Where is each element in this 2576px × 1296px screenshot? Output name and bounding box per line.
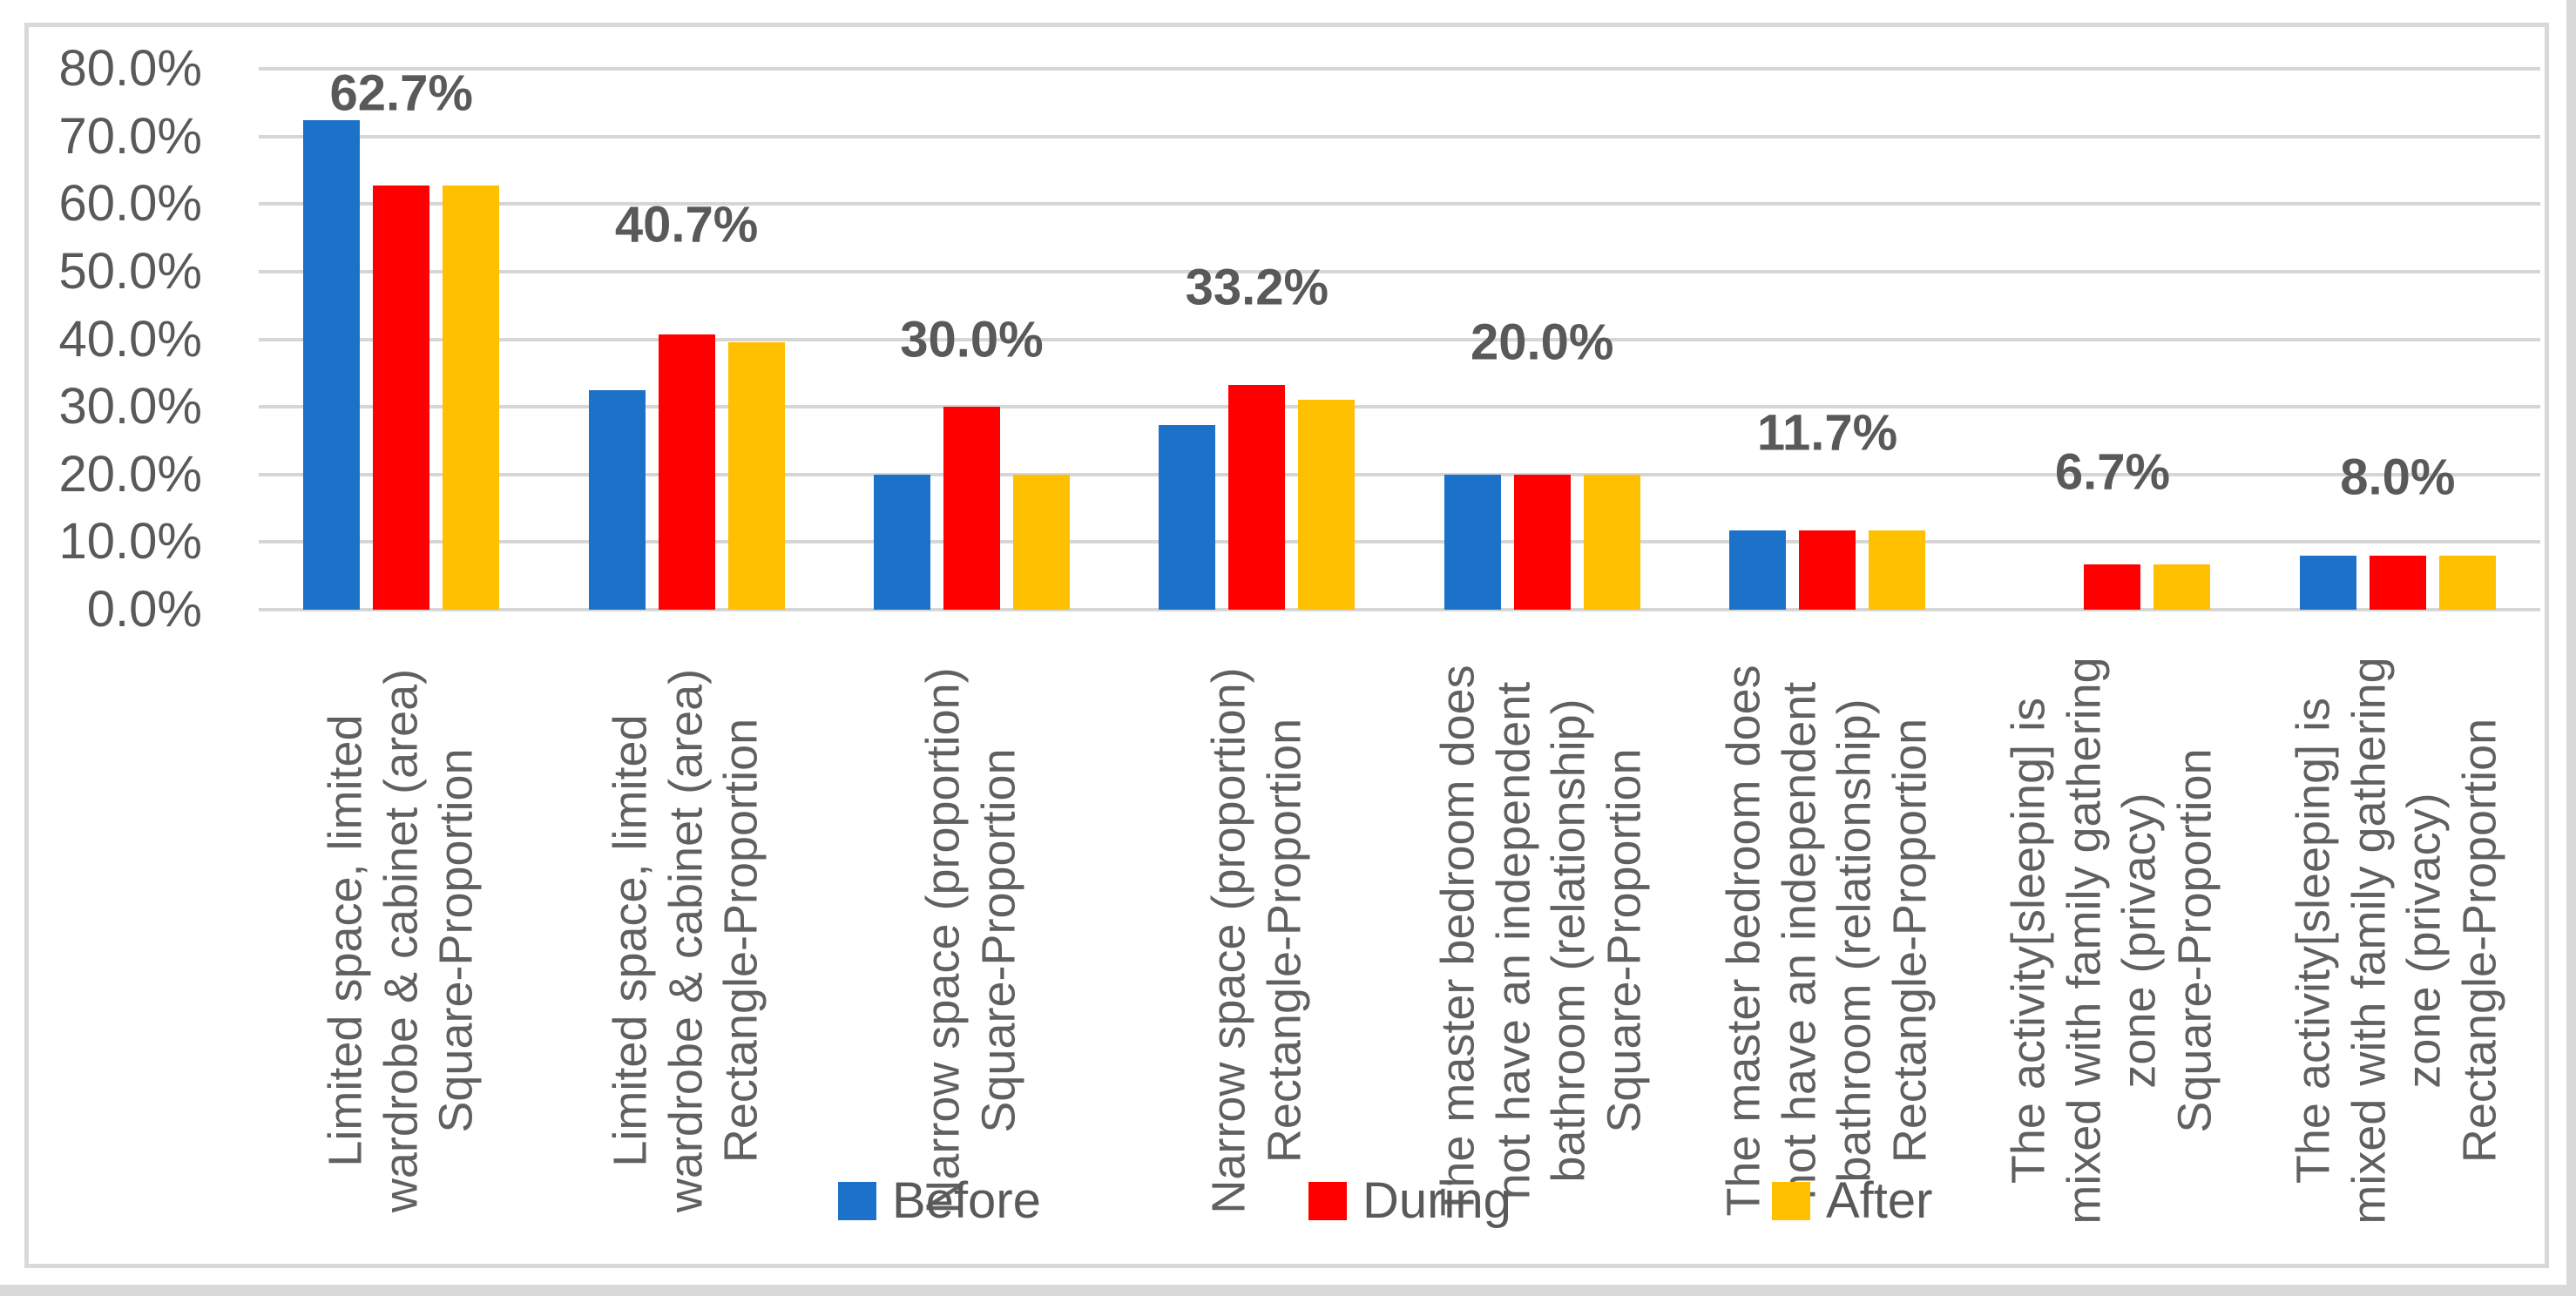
y-axis-tick: 10.0% — [58, 513, 202, 570]
bar-during-5 — [1513, 474, 1571, 610]
bar-during-3 — [943, 407, 1000, 610]
x-axis-category-label: The activity[sleeping] is mixed with fam… — [2287, 657, 2507, 1225]
bar-during-4 — [1228, 385, 1286, 610]
legend-color-swatch-icon — [838, 1182, 876, 1220]
y-axis-tick: 40.0% — [58, 310, 202, 368]
x-axis-category-label: Limited space, limited wardrobe & cabine… — [319, 668, 483, 1213]
bar-after-4 — [1298, 399, 1356, 610]
bar-before-5 — [1444, 474, 1501, 610]
screen-edge-strip-bottom — [0, 1285, 2576, 1296]
gridline — [259, 405, 2540, 409]
screen-edge-strip-right — [2566, 0, 2576, 1296]
bar-before-3 — [873, 474, 930, 610]
bar-during-7 — [2084, 564, 2141, 610]
y-axis-tick: 20.0% — [58, 445, 202, 503]
gridline — [259, 202, 2540, 206]
x-axis-category-label: Narrow space (proportion) Square-Proport… — [916, 667, 1025, 1214]
bar-before-1 — [303, 119, 361, 610]
bar-before-8 — [2299, 555, 2356, 610]
legend-item-during: During — [1308, 1176, 1511, 1226]
gridline — [259, 67, 2540, 71]
bar-before-4 — [1159, 425, 1216, 610]
x-axis-category-label: The master bedroom does not have an inde… — [1717, 665, 1937, 1217]
bar-during-6 — [1799, 530, 1856, 610]
data-label: 33.2% — [1185, 259, 1329, 316]
bar-before-6 — [1729, 530, 1787, 610]
x-axis-category-label: Narrow space (proportion) Rectangle-Prop… — [1202, 667, 1310, 1214]
data-label: 20.0% — [1470, 314, 1614, 371]
data-label: 30.0% — [900, 311, 1044, 368]
legend-color-swatch-icon — [1308, 1182, 1347, 1220]
y-axis-tick: 70.0% — [58, 107, 202, 165]
legend-label: Before — [892, 1172, 1041, 1229]
x-axis-category-label: Limited space, limited wardrobe & cabine… — [604, 668, 767, 1213]
legend-label: During — [1362, 1172, 1511, 1229]
bar-during-2 — [658, 334, 715, 610]
y-axis-tick: 0.0% — [86, 581, 202, 638]
bar-after-7 — [2153, 564, 2211, 610]
legend-item-before: Before — [838, 1176, 1041, 1226]
data-label: 8.0% — [2340, 449, 2456, 506]
bar-during-8 — [2369, 555, 2426, 610]
y-axis-tick: 30.0% — [58, 378, 202, 435]
bar-after-6 — [1869, 530, 1926, 610]
legend-label: After — [1826, 1172, 1933, 1229]
gridline — [259, 608, 2540, 611]
bar-after-2 — [727, 342, 785, 610]
y-axis-tick: 60.0% — [58, 175, 202, 233]
bar-after-8 — [2438, 555, 2496, 610]
legend-color-swatch-icon — [1772, 1182, 1810, 1220]
gridline — [259, 269, 2540, 273]
legend-item-after: After — [1772, 1176, 1933, 1226]
bar-after-5 — [1583, 474, 1640, 610]
y-axis-tick: 80.0% — [58, 40, 202, 97]
data-label: 6.7% — [2054, 443, 2171, 501]
bar-after-3 — [1012, 474, 1070, 610]
x-axis-category-label: The master bedroom does not have an inde… — [1431, 665, 1651, 1217]
bar-after-1 — [443, 186, 500, 610]
gridline — [259, 134, 2540, 138]
gridline — [259, 337, 2540, 341]
data-label: 62.7% — [329, 64, 473, 122]
bar-during-1 — [373, 186, 430, 610]
y-axis-tick: 50.0% — [58, 242, 202, 300]
x-axis-category-label: The activity[sleeping] is mixed with fam… — [2002, 657, 2221, 1225]
data-label: 40.7% — [614, 196, 759, 253]
gridline — [259, 472, 2540, 476]
gridline — [259, 540, 2540, 544]
data-label: 11.7% — [1756, 404, 1898, 462]
bar-before-2 — [588, 390, 646, 610]
